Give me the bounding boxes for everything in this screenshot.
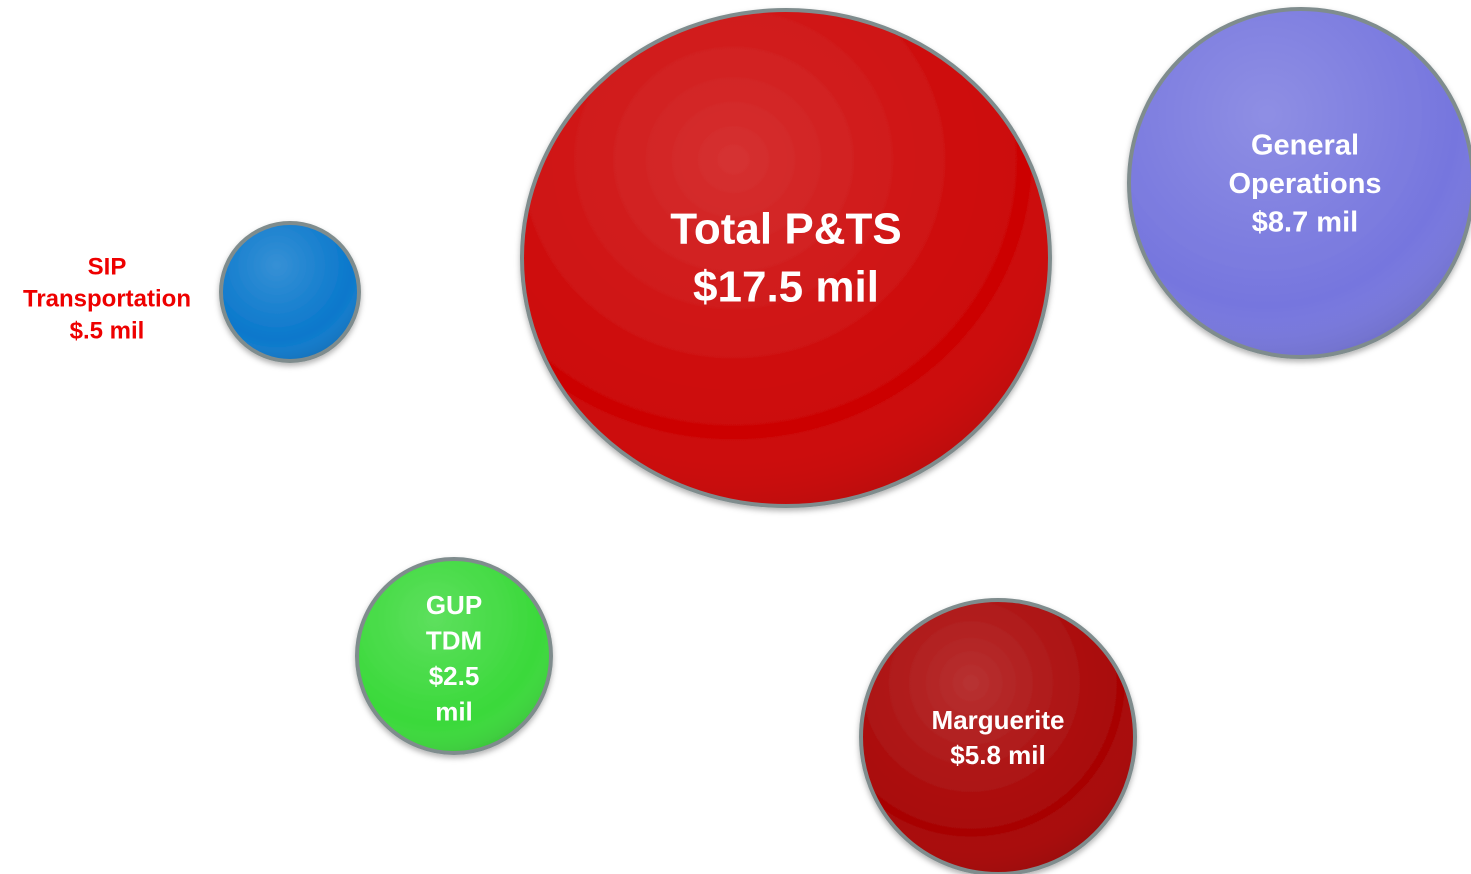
- bubble-shine: [524, 12, 1048, 504]
- node-label: $5.8 mil: [950, 740, 1045, 770]
- node-total: [520, 8, 1052, 508]
- bubble-shine: [1131, 11, 1471, 355]
- node-label: $.5 mil: [70, 317, 145, 344]
- labels: Total P&TS $17.5 mil General Operations $8.7…: [23, 130, 1382, 770]
- bubble-shine: [223, 225, 357, 359]
- node-label: $2.5: [429, 661, 480, 691]
- node-gup: [355, 557, 553, 755]
- node-label: Total P&TS: [670, 205, 901, 254]
- node-label: Operations: [1228, 168, 1381, 200]
- bubble-shine: [359, 561, 549, 751]
- node-label: Transportation: [23, 285, 191, 312]
- node-label: GUP: [426, 590, 482, 620]
- node-label: $8.7 mil: [1252, 207, 1358, 239]
- node-sip: [219, 221, 361, 363]
- node-label: Marguerite: [932, 705, 1065, 735]
- node-label: mil: [435, 696, 473, 726]
- node-label: SIP: [88, 253, 127, 280]
- node-label: General: [1251, 130, 1359, 162]
- bubble-shine: [863, 602, 1133, 872]
- node-label: $17.5 mil: [693, 263, 879, 312]
- node-marguerite: [859, 598, 1137, 874]
- node-label: TDM: [426, 625, 482, 655]
- node-general-operations: [1127, 7, 1471, 359]
